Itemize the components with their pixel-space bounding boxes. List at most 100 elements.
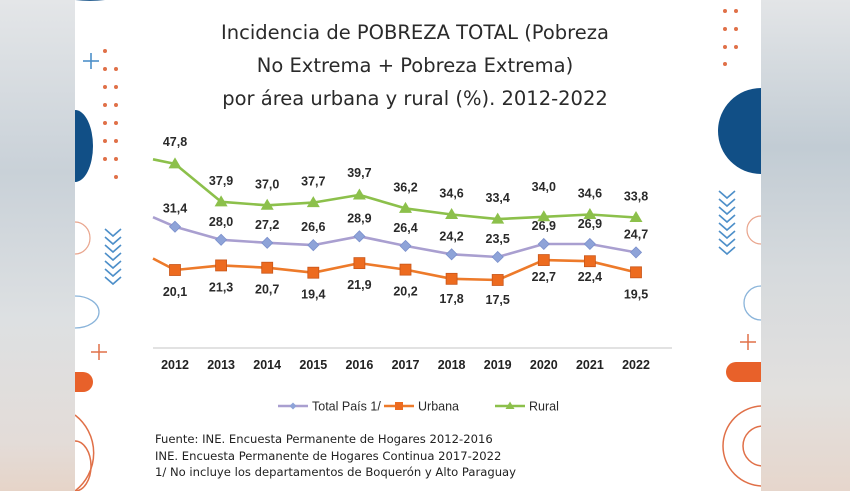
data-label: 34,0 — [532, 180, 556, 194]
data-point-square — [491, 274, 504, 286]
data-label: 20,2 — [393, 285, 417, 299]
series-line-total-pa-s — [152, 216, 637, 259]
data-label: 37,7 — [301, 175, 325, 189]
data-point-square — [584, 255, 596, 268]
footer-source-2: INE. Encuesta Permanente de Hogares Cont… — [155, 448, 502, 463]
data-label: 19,4 — [301, 288, 325, 302]
chart-title-line-3: por área urbana y rural (%). 2012-2022 — [222, 87, 608, 110]
data-label: 33,8 — [624, 190, 648, 204]
legend-label: Total País 1/ — [312, 400, 381, 414]
data-label: 20,7 — [255, 283, 279, 297]
data-label: 21,9 — [347, 278, 371, 292]
blue-outline-circle — [743, 285, 761, 321]
data-point-square — [169, 264, 181, 276]
data-point-triangle — [306, 196, 320, 208]
orange-ring-outer-right — [722, 405, 761, 487]
x-tick-label: 2016 — [345, 358, 373, 372]
data-label: 37,9 — [209, 174, 233, 188]
decorations-left — [75, 0, 122, 491]
data-label: 34,6 — [439, 186, 463, 200]
data-point-diamond — [307, 239, 320, 252]
data-point-square — [215, 259, 228, 272]
x-tick-label: 2013 — [207, 358, 235, 372]
x-tick-label: 2021 — [576, 358, 604, 372]
data-label: 17,8 — [439, 292, 463, 306]
data-label: 21,3 — [209, 280, 233, 294]
x-tick-label: 2022 — [622, 358, 650, 372]
data-label: 47,8 — [163, 135, 187, 149]
legend-marker-square — [395, 402, 403, 410]
footer-source-1: Fuente: INE. Encuesta Permanente de Hoga… — [155, 432, 493, 446]
orange-ring-inner-right — [742, 425, 761, 467]
data-label: 24,7 — [624, 227, 648, 241]
legend-label: Urbana — [418, 400, 459, 414]
background-right-blur — [761, 0, 850, 491]
data-point-triangle — [629, 211, 643, 223]
plus-icon-orange-right — [740, 334, 756, 350]
data-label: 36,2 — [393, 180, 417, 194]
data-point-triangle — [168, 157, 182, 169]
data-label: 28,9 — [347, 211, 371, 225]
data-label: 26,9 — [578, 217, 602, 231]
data-label: 26,4 — [393, 221, 417, 235]
data-point-diamond — [261, 236, 274, 249]
data-label: 20,1 — [163, 285, 187, 299]
data-point-diamond — [537, 237, 550, 251]
data-label: 37,0 — [255, 177, 279, 191]
chart-footer: Fuente: INE. Encuesta Permanente de Hoga… — [155, 431, 516, 481]
chart-title-line-1: Incidencia de POBREZA TOTAL (Pobreza — [221, 21, 609, 44]
data-point-square — [307, 266, 320, 279]
data-point-square — [399, 263, 412, 276]
legend-label: Rural — [529, 400, 559, 414]
orange-dot-grid-right — [723, 9, 738, 66]
orange-outline-arc — [75, 221, 91, 255]
data-point-triangle — [445, 207, 459, 219]
blue-outline-arc — [75, 295, 100, 329]
chart-title-line-2: No Extrema + Pobreza Extrema) — [256, 54, 574, 77]
data-label: 23,5 — [486, 232, 510, 246]
data-label: 31,4 — [163, 202, 187, 216]
data-label: 22,4 — [578, 270, 602, 284]
data-point-triangle — [399, 201, 412, 213]
data-point-diamond — [491, 250, 504, 264]
orange-ring-inner — [75, 440, 92, 491]
x-tick-label: 2017 — [392, 358, 420, 372]
data-point-triangle — [260, 198, 274, 210]
data-label: 19,5 — [624, 287, 648, 301]
navy-half-circle — [75, 110, 93, 182]
series-line-rural — [152, 158, 637, 221]
data-point-diamond — [168, 220, 182, 233]
x-tick-label: 2015 — [299, 358, 327, 372]
data-point-triangle — [537, 210, 551, 222]
data-label: 39,7 — [347, 166, 371, 180]
x-tick-label: 2019 — [484, 358, 512, 372]
data-point-diamond — [629, 246, 643, 259]
data-label: 28,0 — [209, 215, 233, 229]
orange-ring-outer — [75, 414, 95, 491]
data-point-triangle — [214, 195, 228, 207]
orange-pill — [75, 372, 93, 392]
x-tick-label: 2012 — [161, 358, 189, 372]
data-label: 27,2 — [255, 218, 279, 232]
navy-circle — [718, 88, 761, 174]
data-point-diamond — [445, 248, 458, 261]
data-point-square — [353, 257, 366, 270]
x-tick-label: 2018 — [438, 358, 466, 372]
footer-note: 1/ No incluye los departamentos de Boque… — [155, 465, 517, 479]
plus-icon — [83, 53, 99, 69]
data-label: 26,6 — [301, 220, 325, 234]
data-point-diamond — [583, 237, 596, 251]
data-point-triangle — [583, 207, 597, 219]
data-label: 34,6 — [578, 186, 602, 200]
infographic-card — [75, 0, 761, 491]
data-label: 33,4 — [486, 191, 510, 205]
data-point-diamond — [215, 233, 228, 246]
data-label: 17,5 — [486, 293, 510, 307]
data-point-square — [537, 254, 550, 266]
decorations-right — [718, 9, 761, 487]
orange-pill-right — [726, 362, 761, 382]
x-tick-label: 2020 — [530, 358, 558, 372]
data-point-square — [445, 272, 458, 285]
data-point-diamond — [399, 239, 412, 252]
